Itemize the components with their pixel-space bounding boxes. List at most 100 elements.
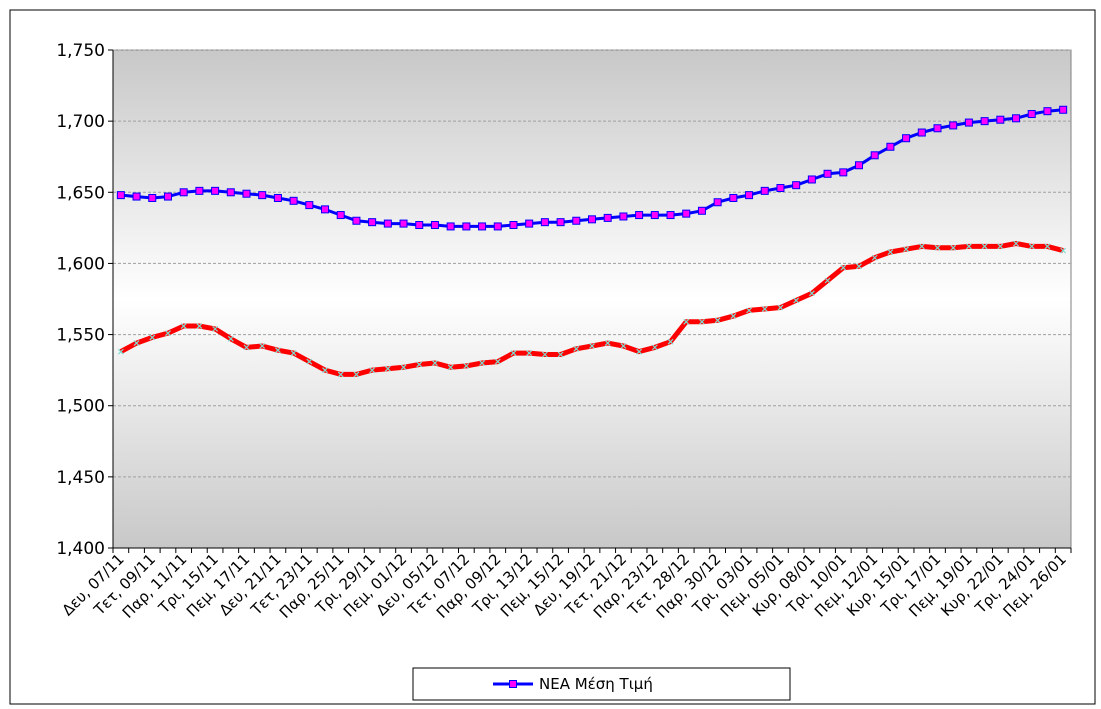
point-marker (807, 175, 816, 184)
point-marker (179, 188, 188, 197)
point-marker (839, 168, 848, 177)
point-marker (793, 297, 800, 304)
y-tick-label: 1,450 (56, 468, 105, 488)
point-marker (148, 193, 157, 202)
point-marker (399, 219, 408, 228)
point-marker (494, 358, 501, 365)
point-marker (305, 201, 314, 210)
y-tick-label: 1,650 (56, 183, 105, 203)
point-marker (1044, 243, 1051, 250)
point-marker (823, 169, 832, 178)
point-marker (1027, 110, 1036, 119)
point-marker (149, 334, 156, 341)
point-marker (195, 186, 204, 195)
point-marker (306, 358, 313, 365)
point-marker (965, 243, 972, 250)
point-marker (259, 343, 266, 349)
point-marker (918, 243, 925, 250)
point-marker (290, 350, 297, 356)
point-marker (620, 343, 627, 349)
point-marker (1060, 247, 1067, 254)
legend-box (412, 667, 791, 701)
point-marker (683, 318, 690, 325)
point-marker (432, 360, 438, 366)
point-marker (730, 313, 737, 319)
y-tick-label: 1,400 (56, 539, 105, 559)
point-marker (430, 221, 439, 230)
point-marker (760, 186, 769, 195)
point-marker (227, 335, 234, 342)
legend-label: ΝΕΑ Μέση Τιμή (539, 675, 653, 693)
point-marker (1013, 240, 1019, 247)
point-marker (619, 212, 628, 221)
point-marker (478, 222, 487, 231)
y-tick-label: 1,550 (56, 326, 105, 346)
point-marker (761, 306, 768, 312)
point-marker (854, 161, 863, 170)
point-marker (980, 117, 989, 126)
point-marker (116, 191, 125, 200)
y-tick-label: 1,750 (56, 41, 105, 61)
point-marker (950, 244, 957, 251)
point-marker (447, 364, 454, 371)
point-marker (211, 186, 220, 195)
point-marker (949, 121, 958, 130)
point-marker (163, 192, 172, 201)
point-marker (540, 218, 549, 227)
point-marker (573, 345, 580, 352)
point-marker (697, 206, 706, 215)
y-tick-label: 1,600 (56, 254, 105, 274)
point-marker (887, 249, 894, 255)
point-marker (117, 348, 124, 355)
point-marker (526, 350, 533, 356)
point-marker (1059, 105, 1068, 114)
point-marker (525, 219, 534, 228)
point-marker (384, 365, 391, 372)
point-marker (776, 184, 785, 193)
point-marker (557, 351, 564, 358)
point-marker (273, 193, 282, 202)
point-marker (243, 344, 250, 351)
point-marker (321, 205, 330, 214)
point-marker (667, 338, 674, 345)
point-marker (509, 221, 518, 230)
point-marker (479, 360, 485, 366)
point-marker (792, 181, 801, 190)
point-marker (1012, 114, 1021, 123)
y-tick-label: 1,700 (56, 112, 105, 132)
point-marker (446, 222, 455, 231)
point-marker (572, 216, 581, 225)
y-tick-label: 1,500 (56, 397, 105, 417)
point-marker (824, 277, 831, 284)
point-marker (588, 215, 596, 224)
point-marker (996, 115, 1005, 124)
point-marker (493, 222, 502, 231)
point-marker (981, 243, 988, 250)
point-marker (666, 211, 675, 220)
point-marker (714, 317, 721, 324)
point-marker (917, 128, 926, 137)
point-marker (856, 263, 862, 270)
point-marker (840, 264, 847, 271)
point-marker (871, 254, 878, 261)
point-marker (651, 344, 658, 351)
point-marker (589, 343, 595, 349)
point-marker (463, 362, 470, 369)
point-marker (603, 213, 612, 222)
point-marker (903, 246, 910, 253)
point-marker (258, 191, 267, 200)
point-marker (383, 219, 392, 228)
point-marker (886, 142, 895, 151)
point-marker (556, 218, 565, 227)
point-marker (322, 367, 328, 374)
point-marker (274, 347, 281, 354)
point-marker (353, 371, 360, 378)
point-marker (226, 188, 235, 197)
point-marker (650, 211, 659, 220)
point-marker (604, 340, 611, 347)
point-marker (352, 216, 361, 225)
point-marker (336, 211, 345, 220)
point-marker (368, 218, 377, 227)
point-marker (242, 189, 251, 198)
